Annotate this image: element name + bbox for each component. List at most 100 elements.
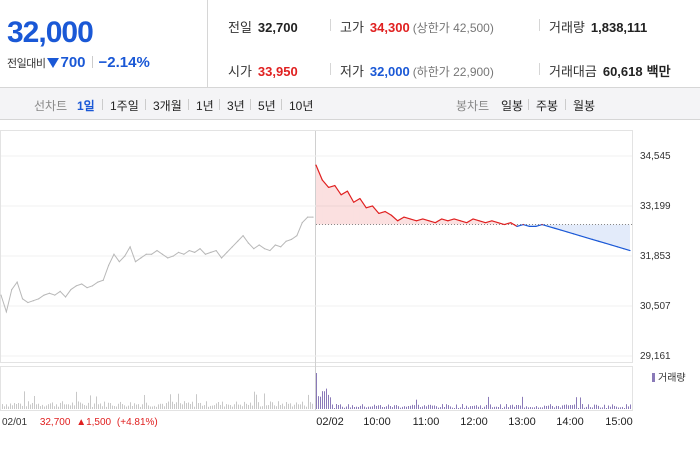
volume-bar (624, 407, 625, 409)
volume-bar (106, 406, 107, 409)
volume-bar (308, 394, 309, 409)
volume-bar (520, 405, 521, 409)
volume-bar (432, 405, 433, 409)
volume-bar (630, 404, 631, 409)
divider (539, 63, 540, 75)
amount-cell: 거래대금 60,618 백만 (549, 61, 671, 80)
volume-bar (358, 406, 359, 409)
prev-day-point (280, 246, 282, 248)
prev-day-point (81, 283, 83, 285)
volume-bar (374, 404, 375, 409)
volume-bar (368, 406, 369, 409)
volume-bar (124, 405, 125, 409)
volume-bar (462, 404, 463, 409)
volume-bar (524, 407, 525, 409)
up-area (359, 198, 367, 225)
prev-day-point (0, 294, 2, 296)
volume-bar (534, 407, 535, 409)
today-line-segment (372, 205, 380, 214)
volume-bar (586, 406, 587, 409)
volume-bar (184, 401, 185, 409)
volume-bar (542, 407, 543, 409)
volume-bar (516, 404, 517, 409)
tab-monthly-candle[interactable]: 월봉 (573, 99, 596, 113)
volume-bar (420, 407, 421, 409)
prev-day-point (177, 251, 180, 253)
tab-3-years[interactable]: 3년 (227, 99, 245, 113)
volume-bar (556, 405, 557, 409)
y-tick-label: 33,199 (640, 201, 671, 212)
volume-bar (450, 406, 451, 409)
prev-day-point (172, 255, 174, 257)
up-area (397, 217, 404, 225)
tab-1-year[interactable]: 1년 (196, 99, 214, 113)
up-area (366, 205, 373, 225)
volume-bar (616, 406, 617, 409)
today-line-segment (334, 185, 342, 196)
prev-day-point (188, 249, 190, 252)
tab-weekly-candle[interactable]: 주봉 (536, 99, 559, 113)
volume-bar (82, 403, 83, 409)
volume-bar (280, 404, 281, 409)
tab-3-months[interactable]: 3개월 (153, 99, 182, 113)
volume-bar (118, 403, 119, 409)
volume-bar (226, 404, 227, 409)
volume-bar (404, 406, 405, 409)
tab-daily-candle[interactable]: 일봉 (501, 99, 524, 113)
volume-legend-swatch (652, 373, 655, 382)
volume-bar (570, 404, 571, 409)
volume-bar (482, 407, 483, 409)
prev-day-point (75, 285, 77, 287)
up-area (353, 198, 360, 225)
today-line-segment (410, 218, 417, 222)
volume-bar (128, 405, 129, 409)
today-line-segment (554, 227, 562, 231)
volume-bar (386, 406, 387, 409)
tab-1-day[interactable]: 1일 (77, 99, 95, 113)
today-line-segment (573, 233, 580, 237)
prev-day-point (70, 288, 72, 291)
divider (188, 99, 189, 110)
today-point (365, 207, 367, 209)
volume-bar (388, 404, 389, 409)
today-point (441, 218, 443, 220)
today-line-segment (610, 244, 618, 248)
today-line-segment (441, 218, 449, 222)
volume-bar (12, 405, 13, 409)
volume-bar (186, 403, 187, 409)
prev-day-point (274, 244, 276, 246)
today-line-segment (579, 235, 587, 239)
volume-bar (326, 388, 327, 409)
volume-bar (298, 404, 299, 409)
volume-bar (480, 405, 481, 409)
down-area (535, 224, 543, 227)
today-line-segment (353, 198, 361, 203)
upper-limit: (상한가 42,500) (412, 21, 494, 35)
volume-bar (276, 406, 277, 409)
volume-bar (20, 403, 21, 409)
volume-bar (36, 404, 37, 409)
tab-5-years[interactable]: 5년 (258, 99, 276, 113)
volume-bar (64, 404, 65, 409)
volume-bar (574, 404, 575, 409)
today-line-segment (447, 218, 455, 222)
volume-bar (200, 402, 201, 409)
prev-day-point (156, 249, 158, 252)
volume-bar (88, 402, 89, 409)
prev-day-point (124, 255, 126, 257)
volume-bar (316, 373, 317, 409)
tab-1-week[interactable]: 1주일 (110, 99, 139, 113)
volume-bar (198, 403, 199, 409)
open-value: 33,950 (257, 64, 298, 79)
volume-bar (468, 407, 469, 409)
volume-bar (46, 405, 47, 409)
volume-bar (182, 404, 183, 409)
volume-bar (338, 404, 339, 409)
volume-bar (170, 394, 171, 409)
volume-bar (114, 405, 115, 409)
today-line-segment (416, 218, 423, 222)
tab-10-years[interactable]: 10년 (289, 99, 314, 113)
today-point (516, 225, 518, 227)
volume-bar (2, 404, 3, 409)
